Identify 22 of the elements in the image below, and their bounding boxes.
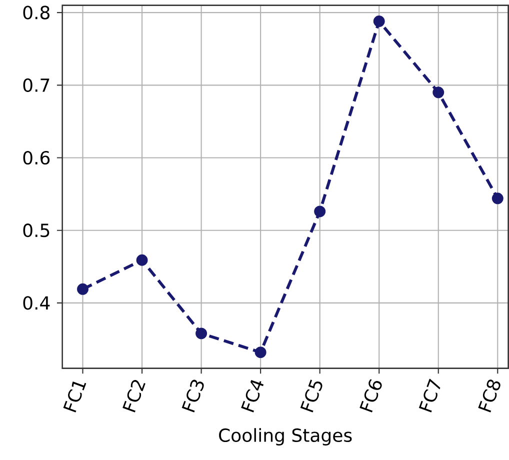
x-axis-title: Cooling Stages: [219, 428, 352, 446]
y-tick-label: 0.6: [23, 150, 50, 165]
point: [196, 328, 208, 340]
x-tick-label: FC4: [241, 380, 264, 412]
point: [136, 254, 148, 266]
y-tick-label: 0.7: [23, 78, 50, 92]
x-tick-label: FC8: [478, 380, 500, 412]
x-tick-label: FC2: [122, 380, 146, 412]
y-tick-label: 0.8: [23, 6, 50, 20]
point: [77, 283, 88, 295]
y-tick-label: 0.4: [23, 296, 50, 310]
x-tick-label: FC5: [300, 380, 322, 412]
x-tick-label: FC3: [182, 380, 204, 412]
point: [254, 346, 266, 358]
x-tick-label: FC6: [360, 379, 382, 412]
x-tick-label: FC1: [63, 382, 86, 412]
point: [314, 206, 326, 218]
y-tick-label: 0.5: [23, 224, 50, 238]
x-tick-label: FC7: [418, 378, 440, 412]
point: [432, 86, 444, 98]
point: [492, 192, 504, 204]
point: [373, 16, 385, 28]
